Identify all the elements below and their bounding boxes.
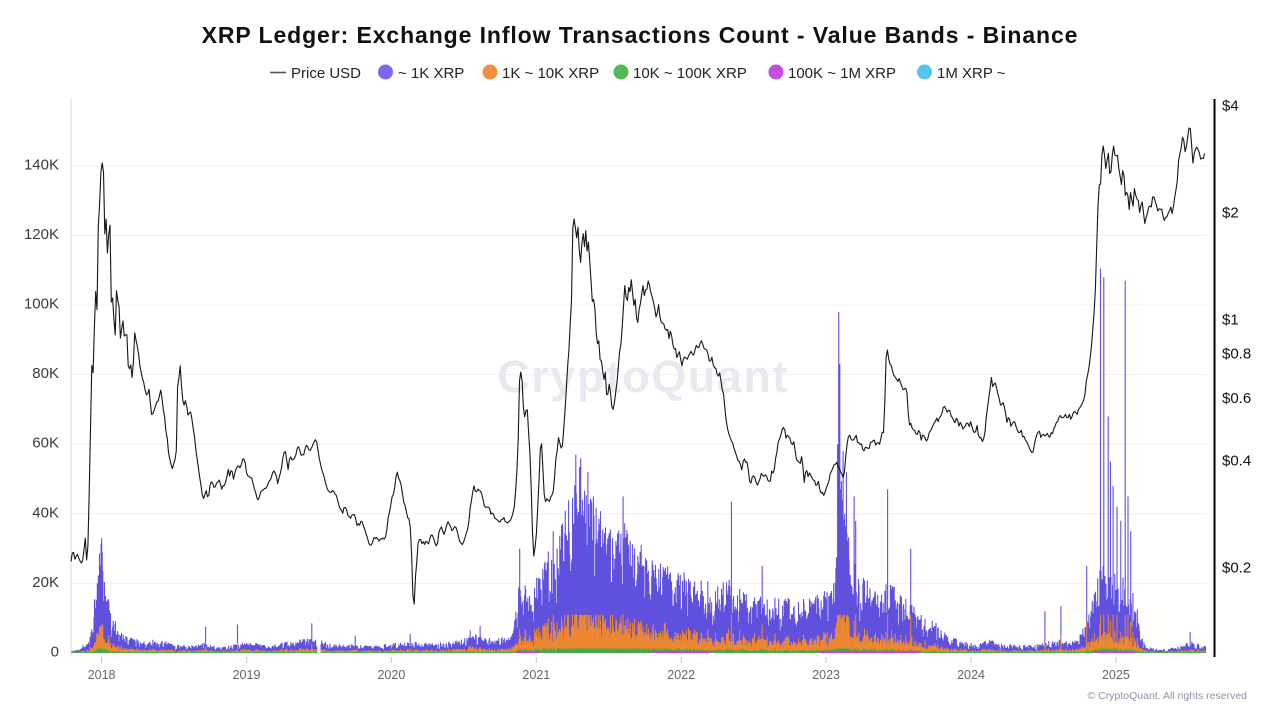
svg-text:80K: 80K xyxy=(32,365,59,382)
svg-text:2023: 2023 xyxy=(812,668,840,682)
svg-text:© CryptoQuant. All rights rese: © CryptoQuant. All rights reserved xyxy=(1088,690,1248,702)
svg-text:2019: 2019 xyxy=(233,668,261,682)
svg-text:2018: 2018 xyxy=(88,668,116,682)
svg-text:CryptoQuant: CryptoQuant xyxy=(497,351,789,402)
svg-text:100K ~ 1M XRP: 100K ~ 1M XRP xyxy=(788,65,896,82)
svg-text:$0.8: $0.8 xyxy=(1222,346,1251,363)
svg-text:2021: 2021 xyxy=(522,668,550,682)
svg-text:2024: 2024 xyxy=(957,668,985,682)
svg-text:100K: 100K xyxy=(24,296,59,313)
svg-text:2020: 2020 xyxy=(377,668,405,682)
svg-text:0: 0 xyxy=(51,644,59,661)
svg-text:$2: $2 xyxy=(1222,204,1239,221)
svg-text:XRP Ledger: Exchange Inflow Tr: XRP Ledger: Exchange Inflow Transactions… xyxy=(202,22,1079,48)
svg-text:1K ~ 10K XRP: 1K ~ 10K XRP xyxy=(502,65,599,82)
svg-text:140K: 140K xyxy=(24,156,59,173)
svg-text:~ 1K XRP: ~ 1K XRP xyxy=(398,65,464,82)
svg-text:$0.6: $0.6 xyxy=(1222,390,1251,407)
svg-text:120K: 120K xyxy=(24,226,59,243)
svg-text:$4: $4 xyxy=(1222,98,1239,115)
svg-text:20K: 20K xyxy=(32,574,59,591)
svg-text:$0.4: $0.4 xyxy=(1222,453,1251,470)
svg-text:60K: 60K xyxy=(32,435,59,452)
svg-text:1M XRP ~: 1M XRP ~ xyxy=(937,65,1006,82)
svg-text:$1: $1 xyxy=(1222,311,1239,328)
svg-text:40K: 40K xyxy=(32,504,59,521)
svg-text:10K ~ 100K XRP: 10K ~ 100K XRP xyxy=(633,65,747,82)
svg-text:Price USD: Price USD xyxy=(291,65,361,82)
svg-text:2025: 2025 xyxy=(1102,668,1130,682)
svg-text:$0.2: $0.2 xyxy=(1222,560,1251,577)
svg-text:2022: 2022 xyxy=(667,668,695,682)
